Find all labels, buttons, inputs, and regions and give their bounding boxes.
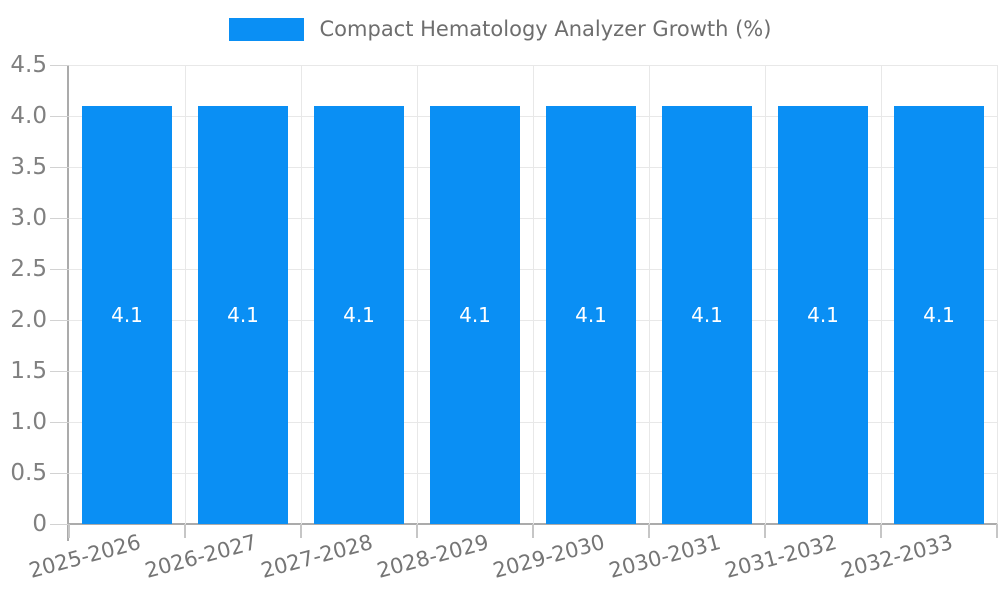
gridline-vertical (184, 65, 186, 524)
legend-label: Compact Hematology Analyzer Growth (%) (319, 17, 772, 41)
bar (662, 105, 752, 524)
bar (82, 105, 172, 524)
bar-value-label: 4.1 (923, 302, 955, 327)
y-tick-label: 1.0 (10, 409, 47, 435)
y-tick-label: 1.5 (10, 358, 47, 384)
y-tick-label: 2.5 (10, 256, 47, 282)
x-tick-mark (184, 524, 186, 538)
y-tick-mark (50, 370, 69, 372)
bar-value-label: 4.1 (691, 302, 723, 327)
y-tick-label: 0.5 (10, 460, 47, 486)
gridline-vertical (416, 65, 418, 524)
legend-swatch (228, 17, 304, 41)
bar (198, 105, 288, 524)
y-tick-mark (50, 421, 69, 423)
bar-value-label: 4.1 (807, 302, 839, 327)
y-tick-label: 4.0 (10, 103, 47, 129)
bar-value-label: 4.1 (575, 302, 607, 327)
y-tick-label: 0 (32, 511, 47, 537)
y-axis-line (67, 65, 69, 541)
y-tick-mark (50, 523, 69, 525)
x-tick-mark (880, 524, 882, 538)
y-tick-mark (50, 319, 69, 321)
x-tick-mark (764, 524, 766, 538)
y-tick-label: 4.5 (10, 52, 47, 78)
bar (546, 105, 636, 524)
x-tick-mark (416, 524, 418, 538)
bar (314, 105, 404, 524)
bar (778, 105, 868, 524)
x-tick-mark (68, 524, 70, 538)
gridline-vertical (764, 65, 766, 524)
gridline-vertical (880, 65, 882, 524)
plot-area: 4.1 4.1 4.1 4.1 4.1 4.1 4.1 4.1 (50, 64, 998, 525)
legend[interactable]: Compact Hematology Analyzer Growth (%) (0, 17, 1000, 41)
gridline-vertical (300, 65, 302, 524)
y-tick-mark (50, 64, 69, 66)
gridline-vertical (648, 65, 650, 524)
bar-value-label: 4.1 (111, 302, 143, 327)
x-tick-mark (300, 524, 302, 538)
y-tick-label: 3.0 (10, 205, 47, 231)
x-tick-mark (648, 524, 650, 538)
y-tick-mark (50, 472, 69, 474)
gridline-vertical (532, 65, 534, 524)
y-tick-mark (50, 268, 69, 270)
bar-value-label: 4.1 (459, 302, 491, 327)
y-tick-label: 3.5 (10, 154, 47, 180)
gridline-vertical (996, 65, 998, 524)
bar (430, 105, 520, 524)
x-tick-mark (532, 524, 534, 538)
bar-value-label: 4.1 (227, 302, 259, 327)
y-tick-mark (50, 115, 69, 117)
y-tick-label: 2.0 (10, 307, 47, 333)
y-tick-mark (50, 217, 69, 219)
y-tick-mark (50, 166, 69, 168)
bar (894, 105, 984, 524)
x-tick-mark (996, 524, 998, 538)
bar-value-label: 4.1 (343, 302, 375, 327)
